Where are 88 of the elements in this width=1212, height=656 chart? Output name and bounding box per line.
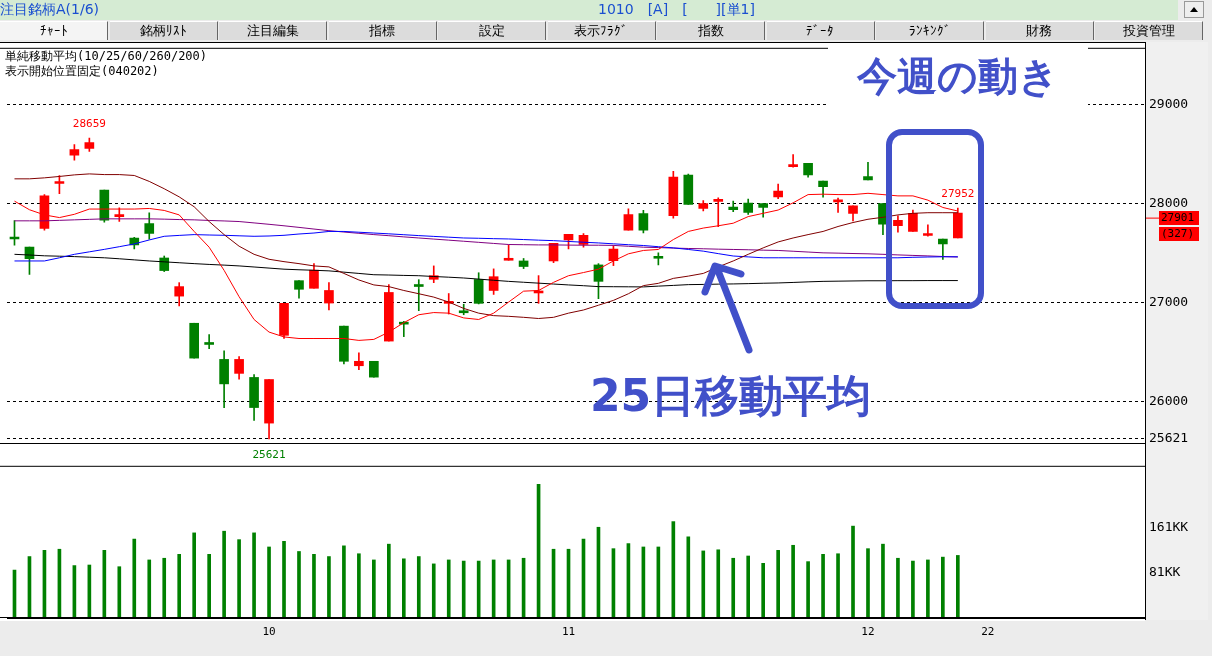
bar [956,555,960,618]
bar [102,550,107,618]
bar [761,562,765,618]
bar [686,536,691,618]
bar [446,559,451,618]
bar [147,559,152,618]
bar [776,550,780,618]
bar [701,550,706,618]
y-tick-label: 81KK [1149,563,1181,579]
text: 指数 [657,21,765,40]
bar [252,532,256,618]
bar [896,557,900,618]
bar [267,546,271,618]
bar [222,530,226,618]
bar [237,539,241,618]
candlestick [923,224,933,237]
candlestick [114,207,125,222]
bar [461,560,466,618]
bar [791,544,795,618]
x-tick-label: 11 [561,625,576,639]
bar [941,556,945,618]
bar [207,553,211,618]
bar [746,555,751,618]
bar [192,532,196,618]
bar [431,563,436,618]
text: 注目銘柄A(1/6) [0,1,100,19]
annotation: 単純移動平均(10/25/60/260/200) [5,48,208,65]
bar [851,525,855,618]
bar [716,549,721,618]
text: ﾁｬｰﾄ [0,21,108,40]
candlestick [204,334,214,350]
bar [401,558,406,618]
text: ﾗﾝｷﾝｸﾞ [876,21,984,40]
x-tick-label: 12 [861,625,875,639]
bar [177,553,182,618]
text: 設定 [438,21,546,40]
y-tick-label: 161KK [1149,518,1189,534]
bar [327,556,331,618]
bar [416,556,421,618]
y-tick-label: 29000 [1149,95,1189,111]
bar [926,559,930,618]
candlestick [413,279,424,312]
bar [312,553,316,618]
bar [731,557,736,618]
annotation: 25日移動平均 [590,370,872,422]
candlestick [788,154,798,168]
bar [297,551,301,618]
candlestick [848,205,858,222]
bar [881,543,885,618]
y-tick-label: 28000 [1149,194,1189,210]
text: 銘柄ﾘｽﾄ [109,21,218,40]
text: 表示ﾌﾗｸﾞ [547,21,656,40]
text: 投資管理 [1095,21,1203,40]
x-tick-label: 22 [981,625,995,639]
bar [387,543,391,618]
x-tick-label: 10 [262,625,276,639]
bar [342,545,346,618]
annotation: 表示開始位置固定(040202) [5,63,159,80]
candlestick [189,322,199,359]
bar [806,561,810,618]
bar [282,541,286,618]
bar [117,566,122,618]
candlestick [369,360,379,378]
bar [162,557,167,618]
text: 財務 [985,21,1094,40]
bar [866,548,870,618]
bar [836,553,840,618]
text: 指標 [328,21,437,40]
y-tick-label: 25621 [1149,430,1189,446]
y-tick-label: 27000 [1149,293,1189,309]
bar [671,521,676,618]
annotation: 27952 [941,186,975,200]
y-tick-label: 26000 [1149,392,1189,408]
annotation: 28659 [72,116,106,130]
bar [476,560,481,618]
bar [821,553,825,618]
text: (327) [1161,226,1195,240]
text: 27901 [1161,210,1195,224]
annotation: 25621 [252,447,286,461]
text: 1010 [A] [ ][単1] [598,1,755,19]
annotation: 今週の動き [828,44,1088,108]
bar [357,553,361,618]
bar [132,538,137,618]
bar [911,560,915,618]
text: ﾃﾞｰﾀ [766,21,875,40]
text: 注目編集 [219,21,327,40]
bar [372,559,376,618]
candlestick [713,197,724,228]
